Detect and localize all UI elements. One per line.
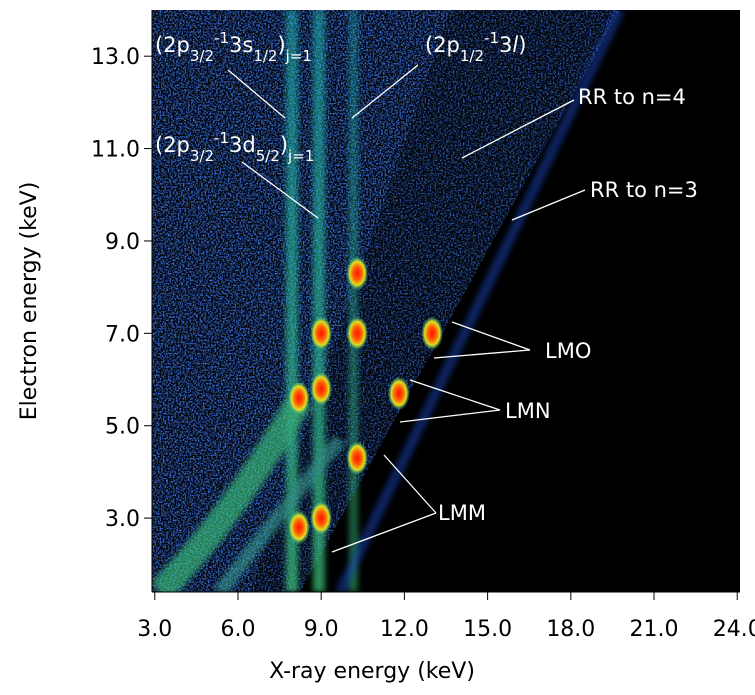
annotation-part: 5/2 xyxy=(256,147,280,165)
pointer xyxy=(409,379,501,411)
pointer xyxy=(433,349,531,359)
hot-spot xyxy=(346,316,369,351)
x-tick-label: 24.0 xyxy=(713,617,755,642)
hot-spot xyxy=(346,256,369,291)
x-tick-label: 6.0 xyxy=(220,617,255,642)
annotation-part: LMM xyxy=(438,501,486,525)
hot-spot xyxy=(421,316,444,351)
x-tick-label: 3.0 xyxy=(137,617,172,642)
annotation-part: 3d xyxy=(229,133,256,157)
annotation-part: -1 xyxy=(214,129,229,147)
hot-spot xyxy=(310,501,333,536)
pointer xyxy=(461,99,575,159)
pointer-lines xyxy=(227,64,586,553)
annotation: RR to n=3 xyxy=(590,178,698,202)
y-tick-label: 13.0 xyxy=(91,45,140,70)
annotation-part: -1 xyxy=(484,29,499,47)
annotation-part: ) xyxy=(280,133,288,157)
y-tick-label: 9.0 xyxy=(105,230,140,255)
hot-spot xyxy=(346,441,369,476)
y-axis-title: Electron energy (keV) xyxy=(17,182,42,421)
annotation: LMN xyxy=(505,399,551,423)
annotation-part: (2p xyxy=(155,33,190,57)
annotation: (2p3/2-13s1/2)j=1 xyxy=(155,29,312,65)
hot-spot xyxy=(387,376,410,411)
annotation: (2p1/2-13l) xyxy=(425,29,526,65)
x-tick-label: 18.0 xyxy=(546,617,595,642)
pointer xyxy=(511,189,586,221)
heatmap-background xyxy=(152,10,625,592)
pointer xyxy=(331,512,437,553)
annotation: LMO xyxy=(545,339,591,363)
x-tick-label: 15.0 xyxy=(463,617,512,642)
y-tick-label: 3.0 xyxy=(105,507,140,532)
x-tick-label: 12.0 xyxy=(380,617,429,642)
y-tick-label: 5.0 xyxy=(105,415,140,440)
annotation-part: RR to n=4 xyxy=(578,85,686,109)
annotation-part: -1 xyxy=(214,29,229,47)
annotation-part: ) xyxy=(277,33,285,57)
annotation-part: j=1 xyxy=(285,47,312,65)
pointer xyxy=(399,409,501,423)
annotation-part: LMN xyxy=(505,399,551,423)
pointer xyxy=(241,161,319,219)
annotation: (2p3/2-13d5/2)j=1 xyxy=(155,129,314,165)
annotation: RR to n=4 xyxy=(578,85,686,109)
annotation-part: ) xyxy=(518,33,526,57)
hot-spot xyxy=(288,381,310,415)
annotation-part: 3s xyxy=(229,33,253,57)
annotation-part: 1/2 xyxy=(253,47,277,65)
y-tick-label: 7.0 xyxy=(105,322,140,347)
x-tick-label: 21.0 xyxy=(630,617,679,642)
pointer xyxy=(351,64,419,119)
hot-spot xyxy=(310,371,333,406)
annotation-part: (2p xyxy=(155,133,190,157)
annotation-part: j=1 xyxy=(287,147,314,165)
hot-spot xyxy=(288,510,310,545)
x-axis-title: X-ray energy (keV) xyxy=(269,659,475,684)
annotation-part: 1/2 xyxy=(460,47,484,65)
pointer xyxy=(227,69,286,119)
annotation-part: l xyxy=(512,33,518,57)
hot-spots xyxy=(288,256,444,545)
annotation-part: RR to n=3 xyxy=(590,178,698,202)
pointer xyxy=(451,321,531,351)
annotation-part: 3/2 xyxy=(190,47,214,65)
annotation: LMM xyxy=(438,501,486,525)
hot-spot xyxy=(310,316,333,351)
pointer xyxy=(383,454,437,514)
x-tick-label: 9.0 xyxy=(304,617,339,642)
annotation-part: 3 xyxy=(499,33,512,57)
y-tick-label: 11.0 xyxy=(91,138,140,163)
annotation-part: LMO xyxy=(545,339,591,363)
annotation-part: 3/2 xyxy=(190,147,214,165)
annotation-part: (2p xyxy=(425,33,460,57)
